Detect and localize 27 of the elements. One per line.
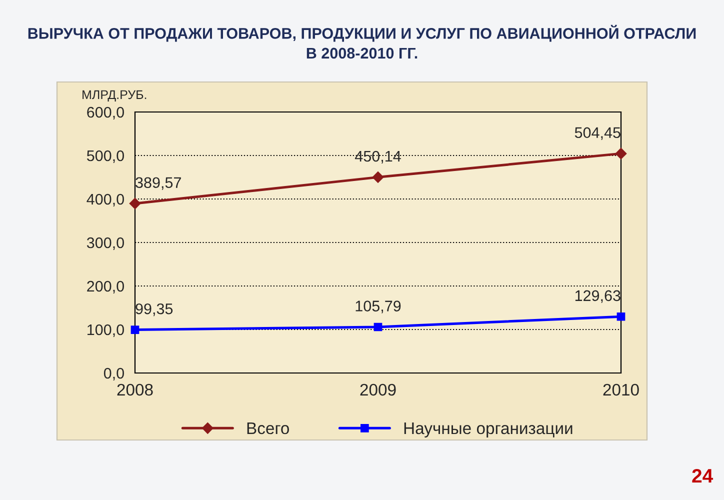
point [129, 198, 141, 210]
point [615, 148, 627, 160]
x-tick-label: 2008 [117, 384, 153, 396]
y-tick-label: 600,0 [87, 106, 124, 120]
data-label: 450,14 [354, 150, 401, 164]
chart-title: ВЫРУЧКА ОТ ПРОДАЖИ ТОВАРОВ, ПРОДУКЦИИ И УСЛУГ ПО АВИАЦИОННОЙ ОТРАСЛИ В 2008-2010 ГГ. [28, 24, 696, 59]
data-label: 129,63 [575, 290, 620, 303]
x-tick-label: 2010 [603, 384, 639, 396]
legend-label: Всего [247, 422, 289, 434]
y-tick-label: 100,0 [88, 324, 124, 337]
point [130, 326, 140, 334]
y-tick-label: 400,0 [86, 194, 124, 206]
point [374, 322, 382, 332]
data-label: 105,79 [356, 300, 401, 314]
y-tick-label: 200,0 [87, 280, 124, 294]
y-axis-title: МЛРД.РУБ. [82, 90, 146, 102]
y-tick-label: 300,0 [86, 237, 124, 250]
text: 24 [692, 468, 714, 483]
x-tick-label: 2009 [360, 384, 396, 396]
point [616, 312, 626, 321]
point [372, 172, 384, 183]
data-label: 389,57 [136, 177, 181, 190]
data-label: 99,35 [136, 303, 173, 316]
legend-label: Научные организации [404, 422, 572, 438]
y-tick-label: 500,0 [86, 150, 124, 163]
data-label: 504,45 [574, 127, 620, 140]
y-tick-label: 0,0 [104, 368, 124, 380]
